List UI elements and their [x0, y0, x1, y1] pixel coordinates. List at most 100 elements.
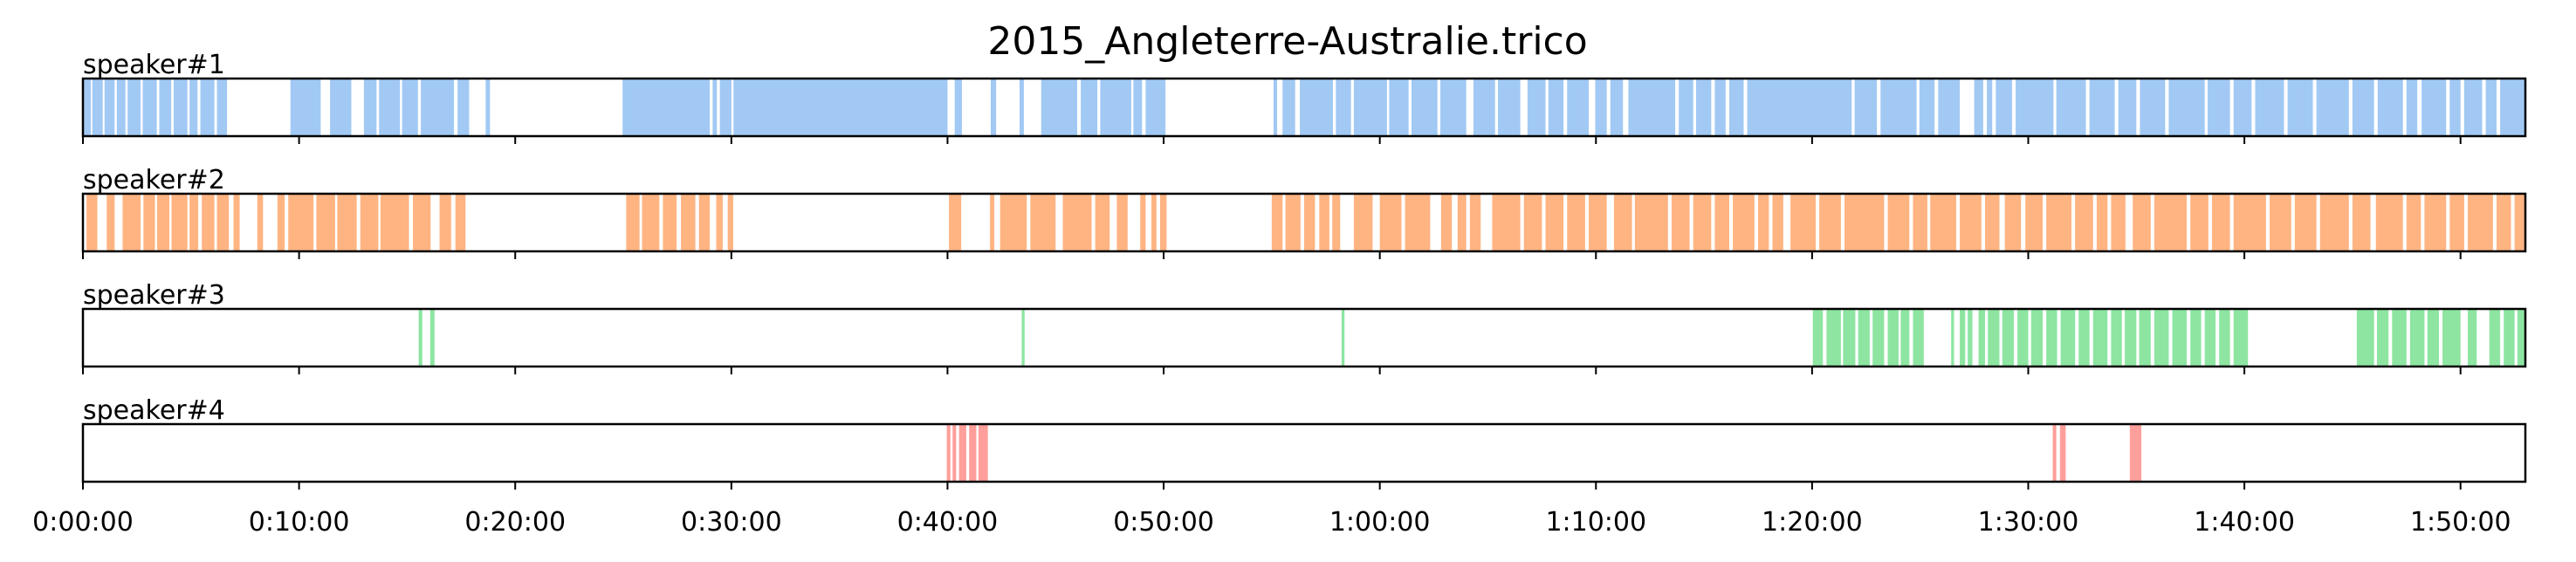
speech-segment [330, 79, 352, 136]
speech-segment [429, 309, 435, 367]
speech-segment [2125, 309, 2137, 367]
speech-segment [83, 79, 92, 136]
speech-segment [2204, 309, 2216, 367]
speech-segment [952, 424, 957, 482]
speech-segment [104, 79, 115, 136]
speech-segment [2255, 79, 2284, 136]
speech-segment [2449, 194, 2464, 251]
speech-segment [1900, 309, 1910, 367]
speech-segment [1843, 309, 1856, 367]
speech-segment [1019, 79, 1024, 136]
speech-segment [2233, 309, 2249, 367]
speech-segment [2377, 79, 2403, 136]
speech-segment [457, 79, 470, 136]
speech-segment [2004, 194, 2022, 251]
speech-segment [2467, 309, 2477, 367]
panel-frame [81, 77, 2527, 138]
speech-segment [2496, 194, 2511, 251]
speech-segment [1457, 194, 1467, 251]
speech-segment [978, 424, 988, 482]
speech-segment [663, 194, 677, 251]
speech-segment [1473, 79, 1495, 136]
speech-segment [2046, 309, 2057, 367]
speech-segment [1854, 79, 1878, 136]
speech-segment [2046, 194, 2072, 251]
speech-segment [1628, 79, 1676, 136]
panel-frame [81, 422, 2527, 483]
x-tick-label: 1:30:00 [1978, 507, 2079, 538]
speech-segment [1100, 79, 1131, 136]
speech-segment [1353, 194, 1373, 251]
speech-segment [2406, 79, 2418, 136]
speech-segment [999, 194, 1027, 251]
speech-segment [455, 194, 466, 251]
speech-segment [1030, 194, 1056, 251]
speech-segment [171, 194, 188, 251]
x-tick-label: 1:50:00 [2410, 507, 2511, 538]
panel-speaker-1: speaker#1 [81, 50, 2527, 144]
speech-segment [2016, 79, 2054, 136]
speech-segment [421, 79, 455, 136]
speech-segment [127, 79, 141, 136]
speech-segment [1548, 79, 1564, 136]
speech-segment [958, 424, 966, 482]
speech-segment [1696, 79, 1712, 136]
speech-segment [1300, 79, 1334, 136]
speech-segment [1974, 79, 1983, 136]
speech-segment [1567, 79, 1590, 136]
speech-segment [1714, 194, 1729, 251]
speech-segment [189, 79, 198, 136]
speech-segment [681, 194, 696, 251]
speech-segment [1996, 79, 2012, 136]
speech-segment [1938, 79, 1961, 136]
speech-segment [1319, 194, 1329, 251]
speech-segment [2111, 194, 2126, 251]
speech-segment [626, 194, 640, 251]
speech-segment [2409, 309, 2425, 367]
speech-segment [2172, 309, 2188, 367]
speech-segment [1353, 79, 1387, 136]
speech-segment [1919, 79, 1935, 136]
speech-segment [2392, 309, 2407, 367]
speech-segment [1440, 194, 1453, 251]
speech-segment [2449, 79, 2461, 136]
speech-segment [439, 194, 451, 251]
x-tick-label: 0:00:00 [32, 507, 134, 538]
speech-segment [2140, 79, 2166, 136]
speech-segment [2075, 194, 2093, 251]
speech-segment [2154, 309, 2169, 367]
speech-segment [1930, 194, 1956, 251]
speech-segment [2190, 194, 2208, 251]
speech-segment [1285, 194, 1301, 251]
speech-segment [712, 79, 718, 136]
speech-segment [2233, 194, 2266, 251]
speech-segment [1960, 194, 1982, 251]
speech-segment [2500, 79, 2525, 136]
x-tick-label: 0:50:00 [1113, 507, 1214, 538]
speech-segment [159, 79, 172, 136]
speech-segment [2463, 79, 2483, 136]
speech-segment [1439, 79, 1467, 136]
speech-segment [92, 79, 103, 136]
speaker-label: speaker#3 [83, 280, 225, 311]
x-axis: 0:00:00 0:10:00 0:20:00 0:30:00 0:40:00 0:50:… [32, 507, 2511, 538]
speech-segment [2421, 79, 2447, 136]
speech-segment [174, 79, 188, 136]
speech-segment [727, 194, 733, 251]
speech-segment [2154, 194, 2188, 251]
speech-segment [1978, 309, 1985, 367]
speech-segment [2030, 309, 2044, 367]
speech-segment [1757, 194, 1769, 251]
speech-segment [485, 79, 491, 136]
speech-segment [1041, 79, 1078, 136]
x-tick-label: 0:10:00 [249, 507, 350, 538]
speech-segment [380, 194, 409, 251]
speech-segment [1960, 309, 1966, 367]
speech-segment [122, 194, 141, 251]
speech-segment [1747, 79, 1852, 136]
panel-speaker-4: speaker#4 [81, 395, 2527, 490]
speech-segment [2211, 194, 2230, 251]
speech-segment [2060, 309, 2076, 367]
x-tick-label: 0:40:00 [897, 507, 999, 538]
